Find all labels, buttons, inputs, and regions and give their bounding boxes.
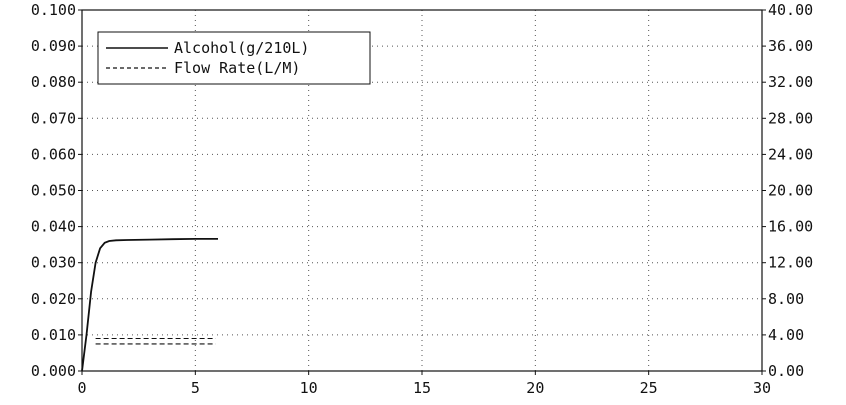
y-right-tick-labels: 0.00 4.00 8.00 12.00 16.00 20.00 24.00 28.00 32.… <box>762 1 813 380</box>
y-right-tick-label: 0.00 <box>768 362 804 380</box>
grid <box>82 10 762 371</box>
y-left-tick-label: 0.010 <box>31 326 76 344</box>
x-tick-labels: 0 5 10 15 20 25 30 <box>77 371 771 397</box>
y-right-tick-label: 28.00 <box>768 109 813 127</box>
y-left-tick-label: 0.040 <box>31 218 76 236</box>
y-right-tick-label: 40.00 <box>768 1 813 19</box>
y-left-tick-label: 0.030 <box>31 254 76 272</box>
y-left-tick-label: 0.090 <box>31 37 76 55</box>
y-right-tick-label: 8.00 <box>768 290 804 308</box>
x-tick-label: 5 <box>191 379 200 397</box>
y-left-tick-label: 0.080 <box>31 73 76 91</box>
y-right-tick-label: 12.00 <box>768 254 813 272</box>
legend-box <box>97 31 371 85</box>
y-right-tick-label: 4.00 <box>768 326 804 344</box>
y-left-tick-labels: 0.000 0.010 0.020 0.030 0.040 0.050 0.060 0.070… <box>31 1 82 380</box>
y-right-tick-label: 24.00 <box>768 145 813 163</box>
legend-label-alcohol: Alcohol(g/210L) <box>174 39 309 57</box>
x-tick-label: 20 <box>526 379 544 397</box>
x-tick-label: 0 <box>77 379 86 397</box>
y-left-tick-label: 0.060 <box>31 145 76 163</box>
y-left-tick-label: 0.050 <box>31 182 76 200</box>
x-tick-label: 25 <box>640 379 658 397</box>
series-layer <box>81 237 218 372</box>
x-tick-label: 30 <box>753 379 771 397</box>
y-right-tick-label: 16.00 <box>768 218 813 236</box>
x-tick-label: 15 <box>413 379 431 397</box>
y-right-tick-label: 36.00 <box>768 37 813 55</box>
x-tick-label: 10 <box>300 379 318 397</box>
legend-label-flow-rate: Flow Rate(L/M) <box>174 59 300 77</box>
y-left-tick-label: 0.020 <box>31 290 76 308</box>
y-right-tick-label: 32.00 <box>768 73 813 91</box>
y-left-tick-label: 0.000 <box>31 362 76 380</box>
y-right-tick-label: 20.00 <box>768 182 813 200</box>
y-left-tick-label: 0.100 <box>31 1 76 19</box>
series-line-alcohol <box>81 237 218 372</box>
legend: Alcohol(g/210L) Flow Rate(L/M) <box>97 31 371 85</box>
y-left-tick-label: 0.070 <box>31 109 76 127</box>
